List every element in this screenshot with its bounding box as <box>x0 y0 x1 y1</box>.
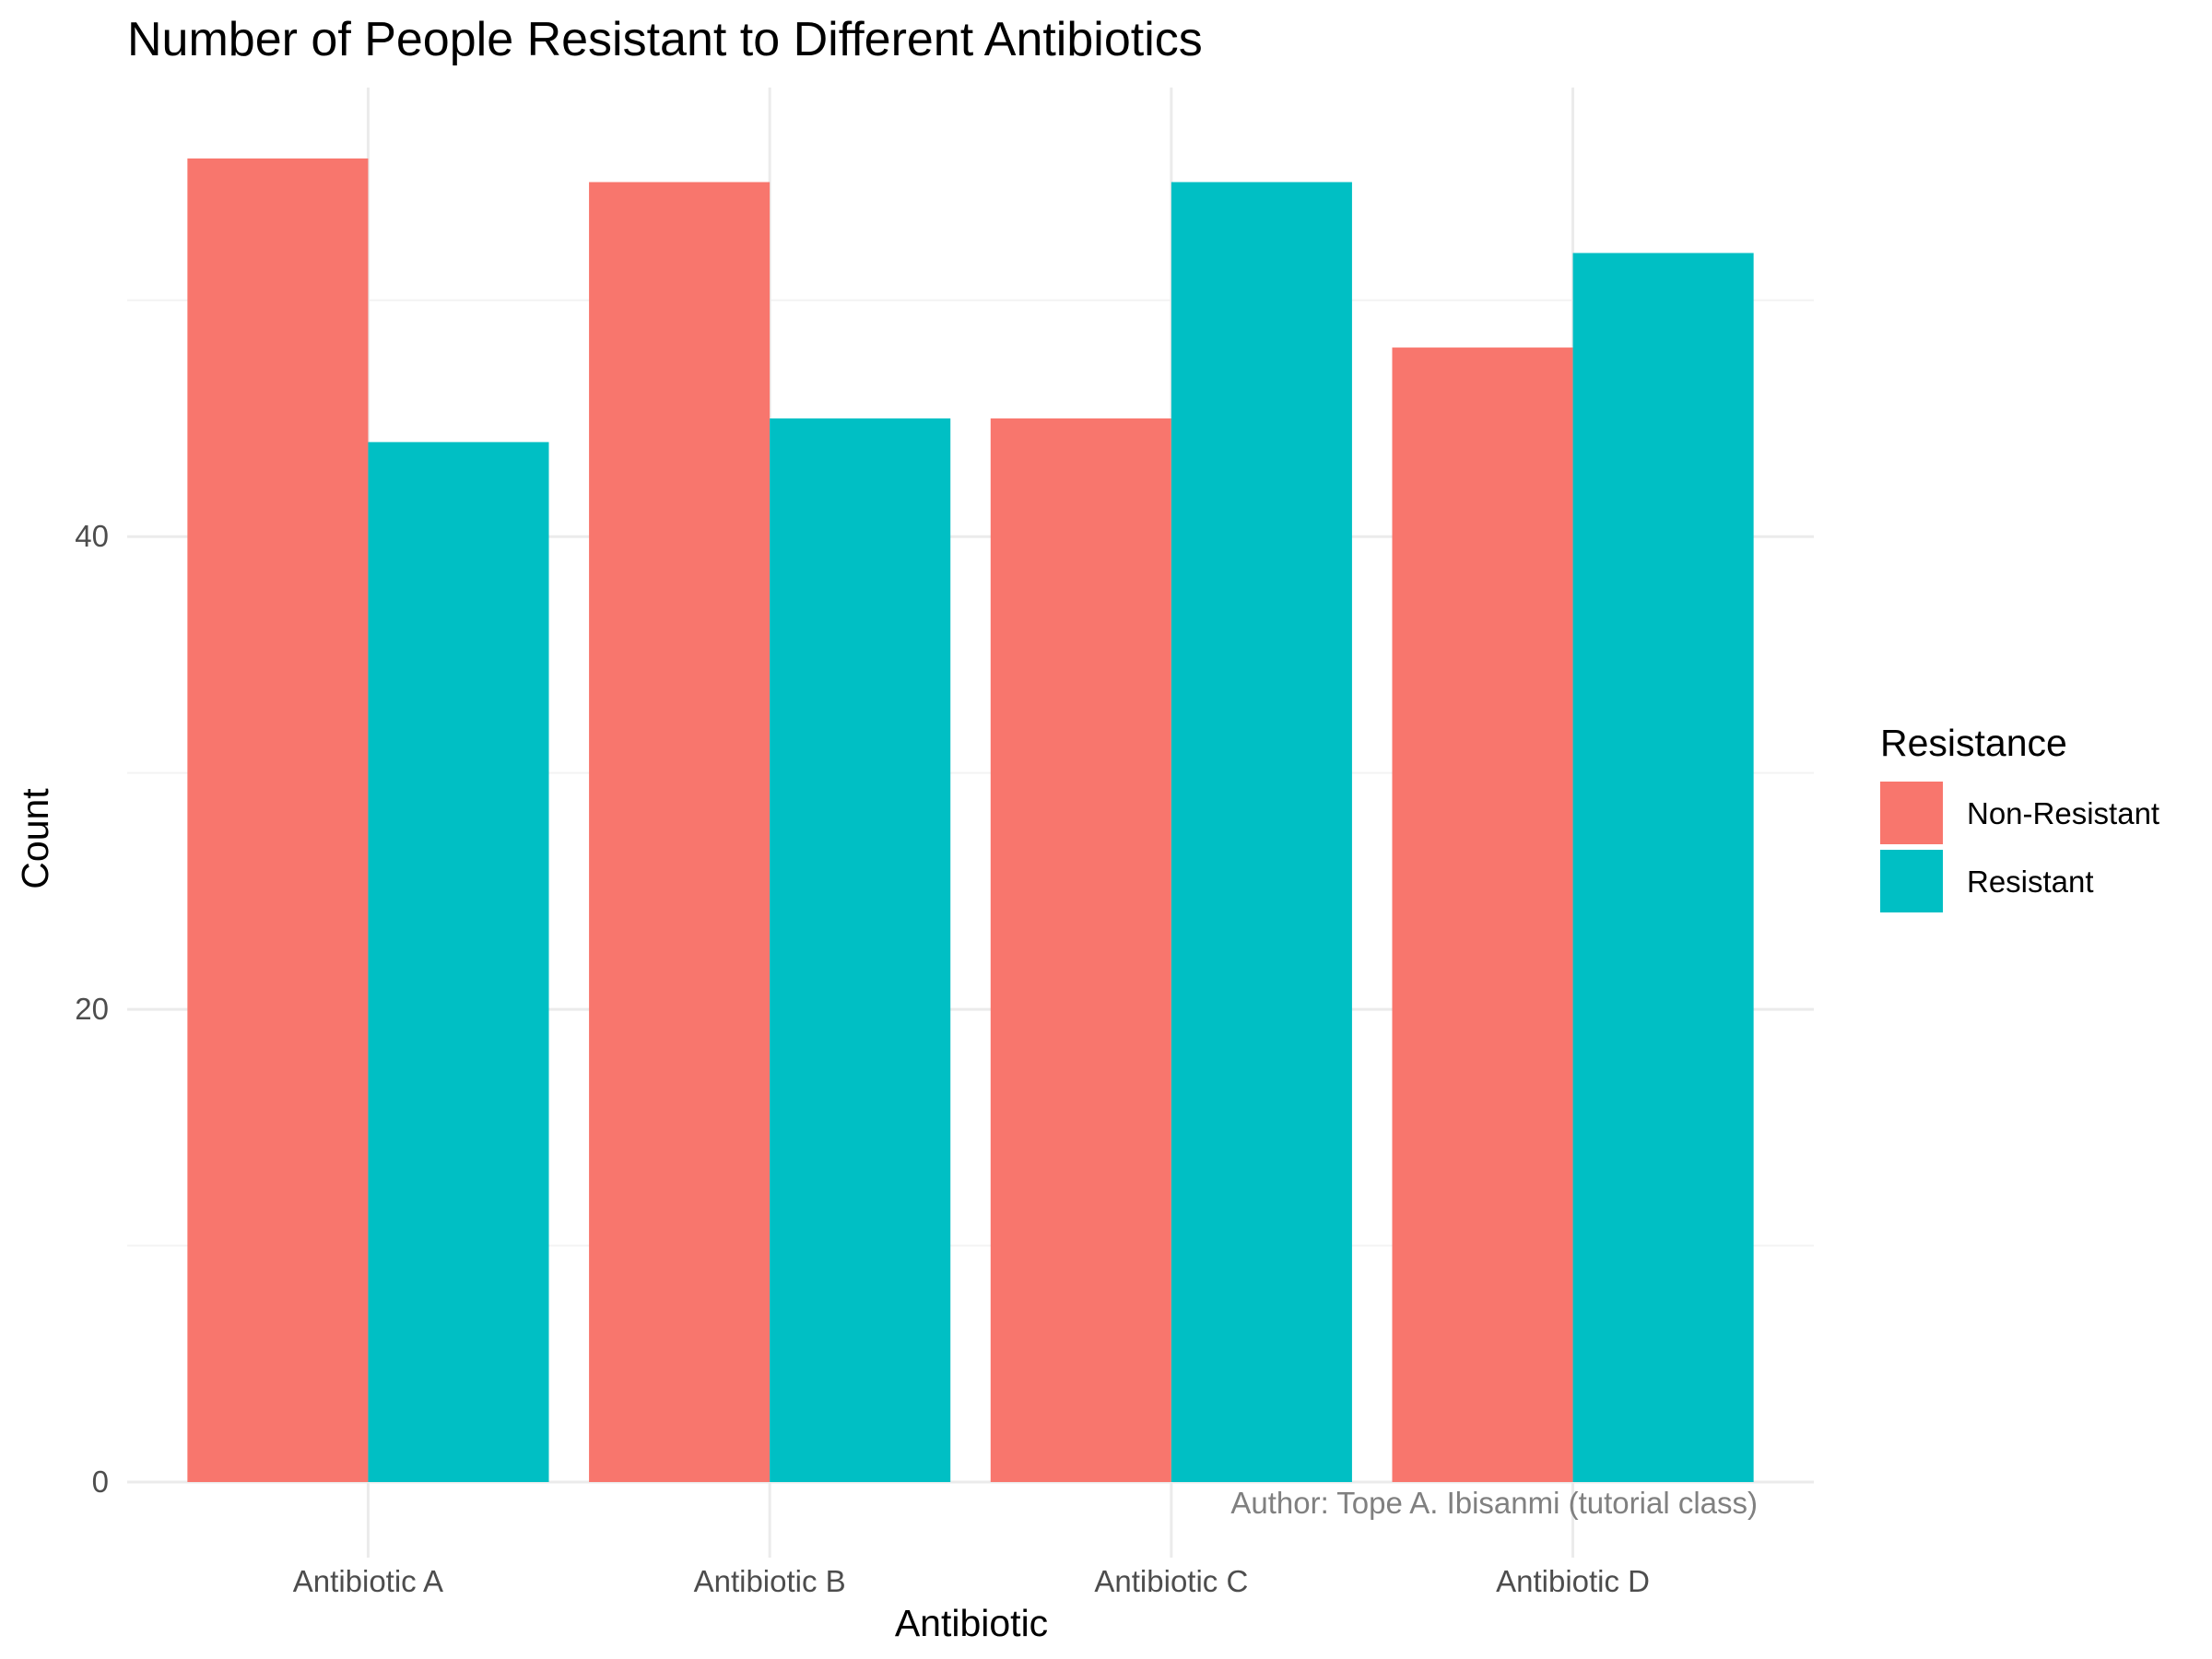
bar-resistant-4 <box>1572 253 1754 1482</box>
author-caption: Author: Tope A. Ibisanmi (tutorial class… <box>1230 1486 1758 1520</box>
x-tick-label: Antibiotic C <box>1094 1564 1248 1598</box>
bar-resistant-3 <box>1171 182 1352 1482</box>
chart-title: Number of People Resistant to Different … <box>127 13 1203 66</box>
y-tick-label: 40 <box>75 519 109 553</box>
bars <box>187 158 1754 1483</box>
x-tick-label: Antibiotic A <box>293 1564 443 1598</box>
y-axis-ticks: 0 20 40 <box>75 519 109 1499</box>
y-tick-label: 20 <box>75 992 109 1026</box>
legend-key-non-resistant <box>1880 782 1943 844</box>
x-tick-label: Antibiotic B <box>694 1564 846 1598</box>
bar-non-resistant-4 <box>1392 347 1573 1483</box>
y-axis-title: Count <box>14 788 56 889</box>
bar-non-resistant-1 <box>187 158 369 1482</box>
bar-non-resistant-2 <box>589 182 771 1482</box>
legend-label: Resistant <box>1967 865 2094 899</box>
bar-non-resistant-3 <box>990 418 1171 1482</box>
bar-resistant-1 <box>368 441 549 1482</box>
x-axis-title: Antibiotic <box>895 1602 1048 1644</box>
legend-key-resistant <box>1880 850 1943 912</box>
x-axis-ticks: Antibiotic A Antibiotic B Antibiotic C Anti… <box>293 1564 1650 1598</box>
legend-label: Non-Resistant <box>1967 796 2159 830</box>
y-tick-label: 0 <box>92 1465 109 1499</box>
bar-resistant-2 <box>770 418 951 1482</box>
legend-title: Resistance <box>1880 722 2067 764</box>
legend-items: Non-Resistant Resistant <box>1880 782 2159 912</box>
x-tick-label: Antibiotic D <box>1496 1564 1650 1598</box>
legend: Resistance Non-Resistant Resistant <box>1880 722 2159 912</box>
